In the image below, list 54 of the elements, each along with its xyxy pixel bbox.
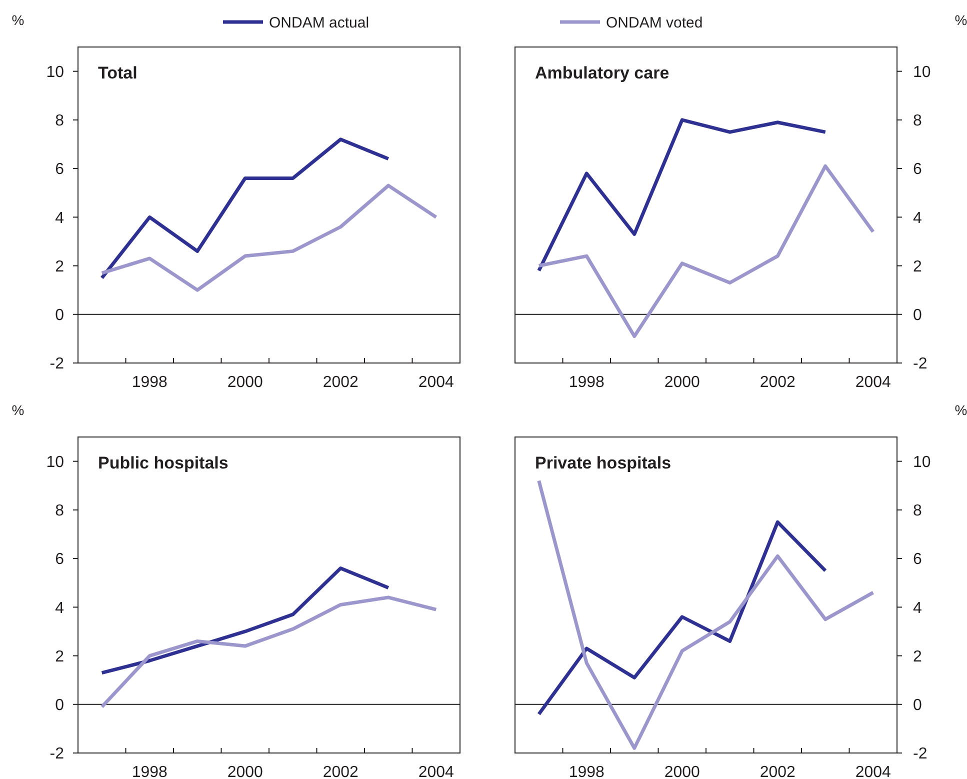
text: Private hospitals <box>535 453 672 472</box>
y-tick-label: 4 <box>55 600 64 617</box>
y-tick-label: 0 <box>55 306 64 324</box>
y-tick-label: 6 <box>913 551 922 568</box>
x-tick-label: 2004 <box>418 374 454 391</box>
x-tick-label: 2000 <box>664 374 700 391</box>
text: Total <box>98 63 138 82</box>
y-tick-label: 10 <box>913 454 931 471</box>
y-tick-label: 0 <box>913 696 922 714</box>
legend-label: ONDAM actual <box>269 14 370 32</box>
y-tick-label: 10 <box>46 64 64 81</box>
y-tick-label: 10 <box>913 64 931 81</box>
x-tick-label: 2002 <box>760 764 796 779</box>
x-tick-label: 2002 <box>760 374 796 391</box>
y-tick-label: 8 <box>913 502 922 520</box>
x-tick-label: 2000 <box>227 374 264 391</box>
x-tick-label: 2004 <box>418 764 454 779</box>
text: Public hospitals <box>98 453 228 472</box>
y-tick-label: 4 <box>913 600 922 617</box>
y-tick-label: -2 <box>913 746 928 763</box>
x-tick-label: 2002 <box>322 374 359 391</box>
y-tick-label: 4 <box>913 210 922 227</box>
y-tick-label: 2 <box>913 258 922 276</box>
y-tick-label: 6 <box>913 161 922 178</box>
y-axis-title: % <box>954 12 967 28</box>
text: Ambulatory care <box>535 63 670 82</box>
y-axis-title: % <box>12 402 24 418</box>
y-tick-label: -2 <box>50 746 64 763</box>
y-tick-label: 0 <box>913 306 922 324</box>
y-tick-label: 6 <box>55 551 64 568</box>
y-tick-label: 8 <box>55 112 64 130</box>
y-tick-label: 10 <box>46 454 64 471</box>
x-tick-label: 1998 <box>568 374 605 391</box>
y-tick-label: 6 <box>55 161 64 178</box>
y-tick-label: 0 <box>55 696 64 714</box>
x-tick-label: 2000 <box>227 764 264 779</box>
y-tick-label: 2 <box>913 648 922 666</box>
x-tick-label: 2000 <box>664 764 700 779</box>
y-tick-label: 4 <box>55 210 64 227</box>
x-tick-label: 1998 <box>132 374 168 391</box>
y-axis-title: % <box>12 12 24 28</box>
y-tick-label: -2 <box>913 356 928 373</box>
x-tick-label: 2004 <box>855 764 892 779</box>
x-tick-label: 2004 <box>855 374 892 391</box>
y-tick-label: 8 <box>55 502 64 520</box>
x-tick-label: 1998 <box>132 764 168 779</box>
x-tick-label: 1998 <box>568 764 605 779</box>
y-tick-label: 8 <box>913 112 922 130</box>
y-tick-label: -2 <box>50 356 64 373</box>
y-tick-label: 2 <box>55 648 64 666</box>
x-tick-label: 2002 <box>322 764 359 779</box>
y-axis-title: % <box>954 402 967 418</box>
legend-label: ONDAM voted <box>606 14 703 32</box>
y-tick-label: 2 <box>55 258 64 276</box>
